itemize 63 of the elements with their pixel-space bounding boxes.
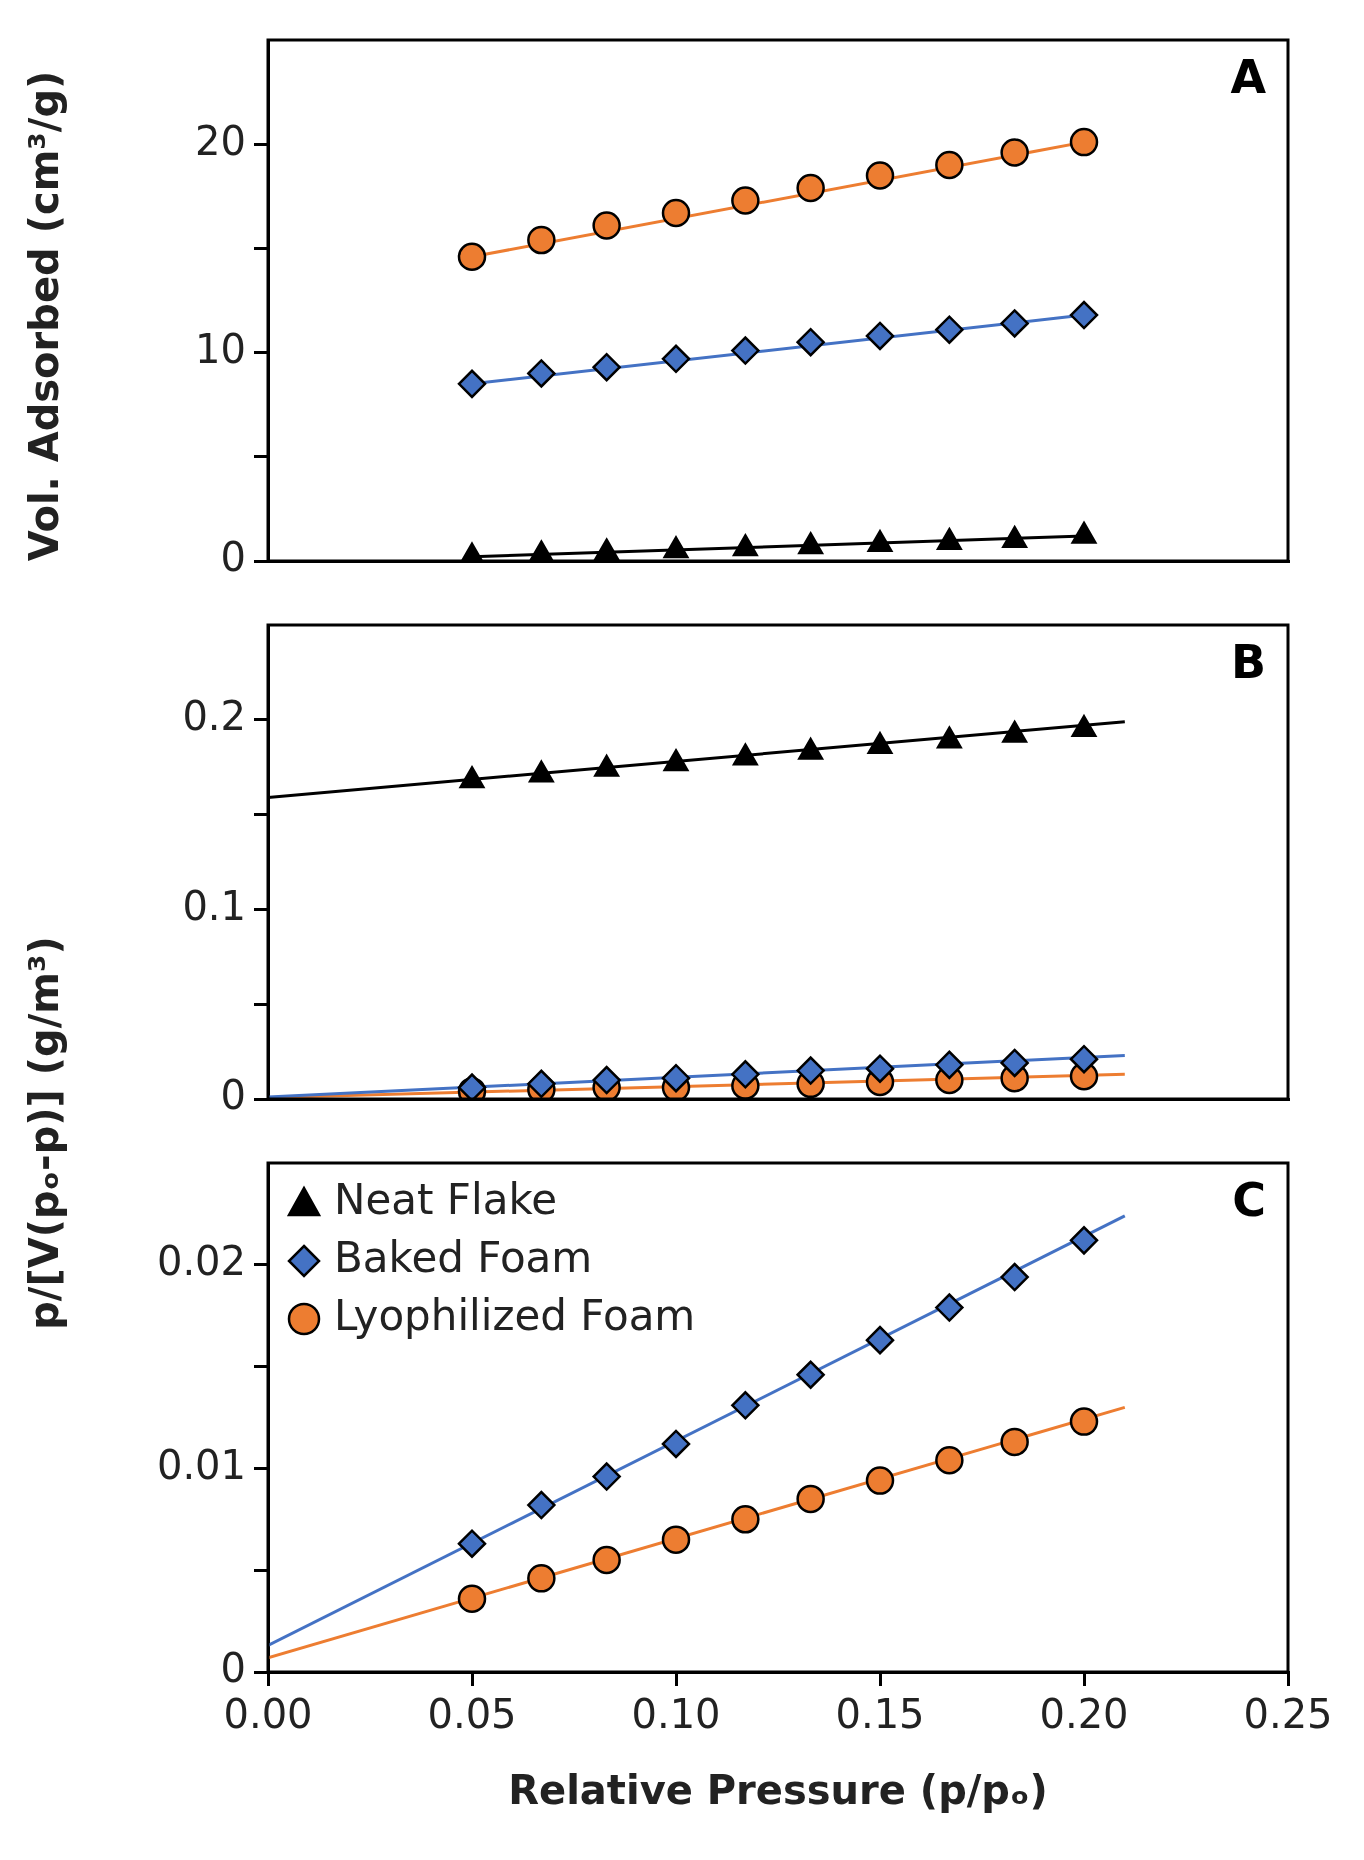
- point: [592, 1065, 621, 1095]
- point: [661, 1063, 691, 1093]
- y-tick-label: 20: [195, 117, 246, 164]
- y-tick-label: 0.2: [182, 693, 246, 740]
- point: [459, 766, 485, 789]
- point: [1069, 1407, 1099, 1436]
- point: [935, 1446, 964, 1475]
- point: [1069, 1044, 1099, 1074]
- point: [796, 1484, 825, 1514]
- y-tick-label: 0.01: [156, 1441, 246, 1488]
- legend-label: Baked Foam: [334, 1232, 593, 1282]
- y-tick-label: 0: [220, 534, 246, 581]
- point: [661, 1525, 691, 1554]
- x-tick-label: 0.25: [1243, 1691, 1333, 1738]
- point: [1071, 715, 1097, 738]
- x-tick-label: 0.00: [223, 1691, 313, 1738]
- point: [457, 1529, 487, 1558]
- point: [1000, 1427, 1029, 1457]
- y-tick-label: 0: [220, 1072, 246, 1119]
- point: [457, 1584, 487, 1613]
- point: [528, 760, 554, 783]
- x-tick-label: 0.10: [631, 1691, 721, 1738]
- y-axis-title: Vol. Adsorbed (cm³/g): [21, 70, 67, 561]
- point: [732, 743, 758, 766]
- legend-label: Neat Flake: [334, 1174, 558, 1224]
- point: [865, 1466, 895, 1495]
- annotation: A: [1230, 49, 1267, 104]
- point: [527, 1564, 556, 1593]
- y-tick-label: 0.1: [182, 882, 246, 929]
- point: [936, 726, 962, 749]
- y-axis-title: p/[V(pₒ-p)] (g/m³): [21, 935, 67, 1330]
- point: [1002, 720, 1028, 743]
- point: [663, 749, 689, 772]
- point: [731, 1391, 760, 1420]
- point: [527, 1490, 556, 1520]
- point: [935, 1293, 964, 1322]
- y-tick-label: 0: [220, 1645, 246, 1692]
- x-axis-title: Relative Pressure (p/pₒ): [508, 1767, 1048, 1814]
- point: [935, 1050, 964, 1080]
- point: [1000, 1048, 1029, 1078]
- y-tick-label: 0.02: [156, 1238, 246, 1285]
- point: [798, 737, 824, 760]
- point: [1000, 1262, 1029, 1292]
- point: [796, 1360, 825, 1389]
- point: [731, 1505, 760, 1534]
- point: [661, 1429, 691, 1459]
- annotation: C: [1232, 1172, 1266, 1227]
- x-tick-label: 0.05: [427, 1691, 517, 1738]
- y-tick-label: 10: [195, 325, 246, 372]
- x-tick-label: 0.15: [835, 1691, 925, 1738]
- point: [731, 1060, 760, 1089]
- x-tick-label: 0.20: [1039, 1691, 1129, 1738]
- point: [592, 1462, 621, 1491]
- annotation: B: [1230, 634, 1266, 689]
- point: [867, 732, 893, 755]
- point: [592, 1545, 621, 1575]
- point: [796, 1056, 825, 1085]
- legend-label: Lyophilized Foam: [334, 1290, 696, 1340]
- point: [1069, 1226, 1099, 1255]
- point: [594, 754, 620, 777]
- point: [865, 1325, 895, 1355]
- point: [865, 1054, 895, 1083]
- point: [527, 1069, 556, 1099]
